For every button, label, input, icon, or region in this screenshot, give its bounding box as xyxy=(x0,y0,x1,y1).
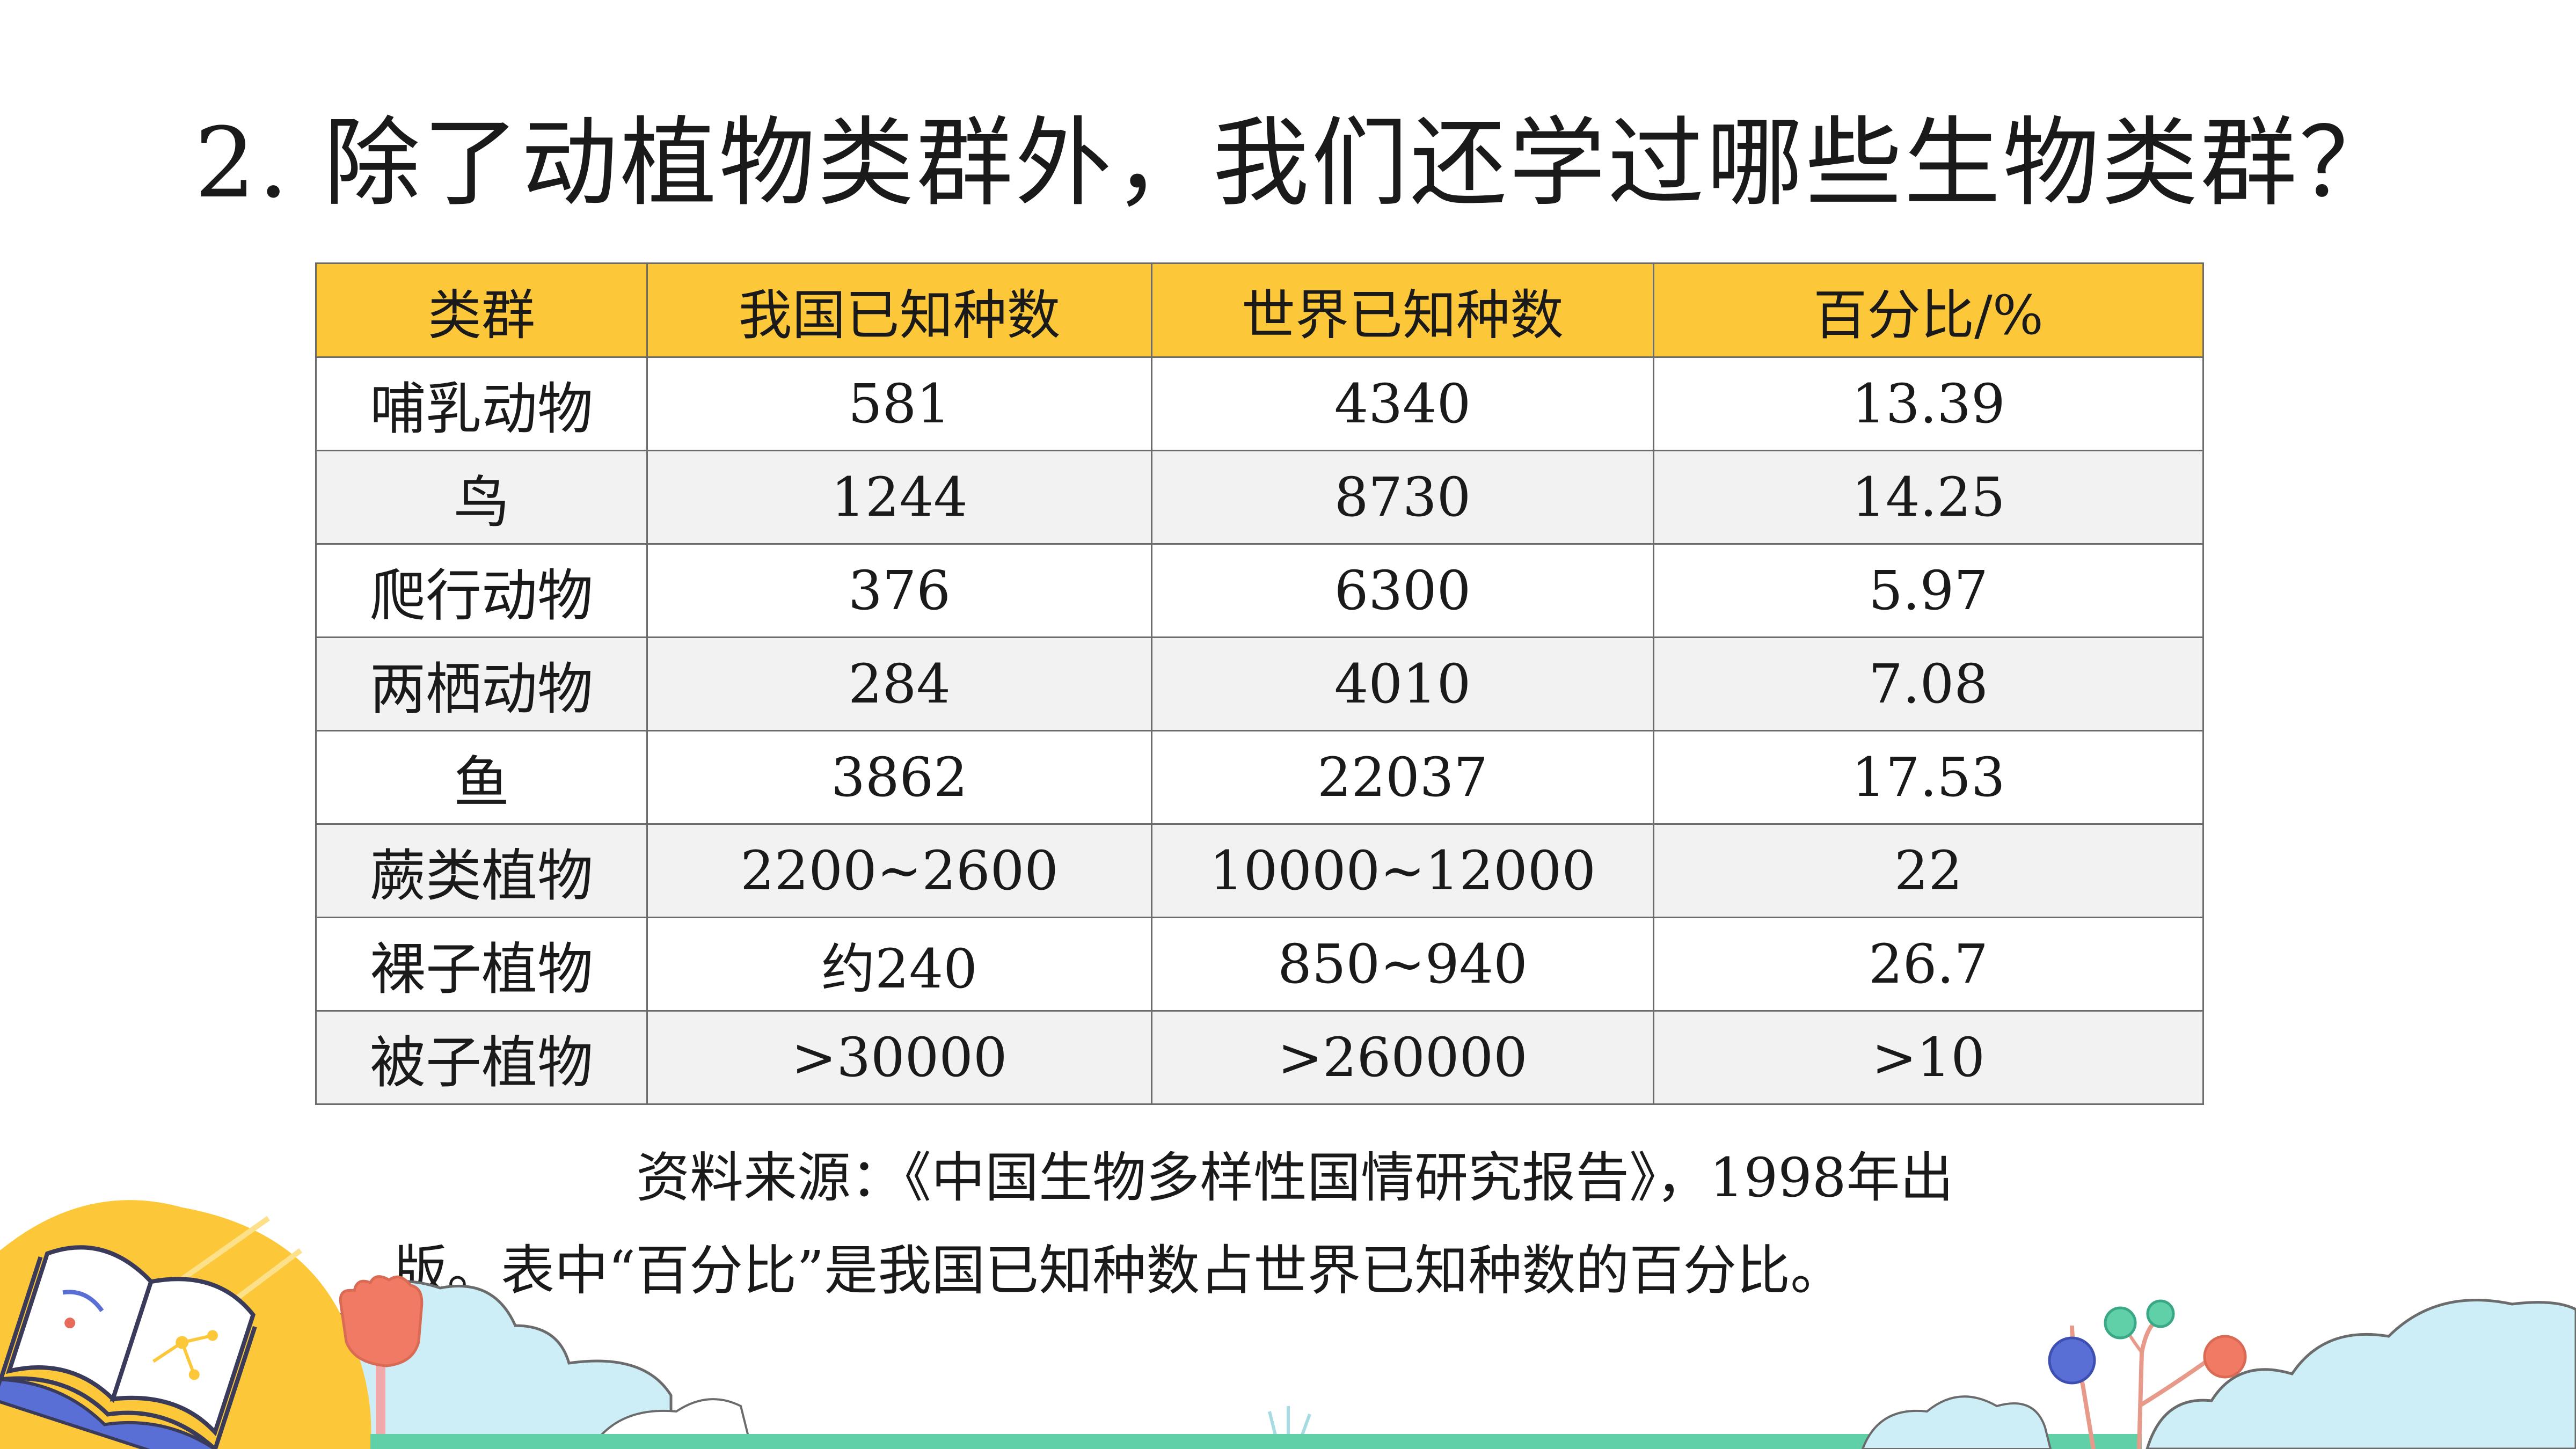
table-cell: >260000 xyxy=(1151,1010,1654,1105)
table-row: 被子植物 >30000 >260000 >10 xyxy=(315,1010,2204,1105)
table-body: 哺乳动物 581 4340 13.39 鸟 1244 8730 14.25 爬行… xyxy=(315,356,2204,1105)
table-cell: 5.97 xyxy=(1653,543,2204,638)
table-cell: 4340 xyxy=(1151,356,1654,451)
source-note-line-2: 版。表中“百分比”是我国已知种数占世界已知种数的百分比。 xyxy=(393,1239,1844,1302)
table-cell: 3862 xyxy=(646,730,1152,825)
table-cell: 2200~2600 xyxy=(646,823,1152,918)
table-cell: >10 xyxy=(1653,1010,2204,1105)
table-row: 两栖动物 284 4010 7.08 xyxy=(315,636,2204,731)
header-cell-world-count: 世界已知种数 xyxy=(1151,262,1654,358)
table-cell: 裸子植物 xyxy=(315,917,648,1012)
table-cell: 13.39 xyxy=(1653,356,2204,451)
table-row: 爬行动物 376 6300 5.97 xyxy=(315,543,2204,638)
table-cell: 850~940 xyxy=(1151,917,1654,1012)
table-cell: 两栖动物 xyxy=(315,636,648,731)
table-cell: 蕨类植物 xyxy=(315,823,648,918)
table-cell: 1244 xyxy=(646,450,1152,545)
header-cell-china-count: 我国已知种数 xyxy=(646,262,1152,358)
table-cell: >30000 xyxy=(646,1010,1152,1105)
table-cell: 14.25 xyxy=(1653,450,2204,545)
table-cell: 17.53 xyxy=(1653,730,2204,825)
table-cell: 哺乳动物 xyxy=(315,356,648,451)
table-cell: 被子植物 xyxy=(315,1010,648,1105)
ground-strip xyxy=(370,1434,2142,1449)
open-book-icon xyxy=(0,1245,257,1449)
table-cell: 284 xyxy=(646,636,1152,731)
table-cell: 爬行动物 xyxy=(315,543,648,638)
header-cell-percent: 百分比/% xyxy=(1653,262,2204,358)
table-cell: 26.7 xyxy=(1653,917,2204,1012)
table-cell: 8730 xyxy=(1151,450,1654,545)
cloud-icon xyxy=(1861,1299,2576,1449)
table-cell: 鸟 xyxy=(315,450,648,545)
table-cell: 鱼 xyxy=(315,730,648,825)
table-cell: 376 xyxy=(646,543,1152,638)
lollipop-tree-icon xyxy=(2048,1299,2247,1449)
table-cell: 22037 xyxy=(1151,730,1654,825)
table-row: 哺乳动物 581 4340 13.39 xyxy=(315,356,2204,451)
hand-icon xyxy=(339,1275,424,1449)
table-cell: 4010 xyxy=(1151,636,1654,731)
table-cell: 22 xyxy=(1653,823,2204,918)
table-cell: 581 xyxy=(646,356,1152,451)
question-title: 2. 除了动植物类群外，我们还学过哪些生物类群？ xyxy=(194,107,2398,219)
table-row: 蕨类植物 2200~2600 10000~12000 22 xyxy=(315,823,2204,918)
header-cell-group: 类群 xyxy=(315,262,648,358)
source-note-line-1: 资料来源：《中国生物多样性国情研究报告》，1998年出 xyxy=(636,1146,1954,1209)
table-row: 裸子植物 约240 850~940 26.7 xyxy=(315,917,2204,1012)
table-cell: 7.08 xyxy=(1653,636,2204,731)
table-cell: 6300 xyxy=(1151,543,1654,638)
table-cell: 约240 xyxy=(646,917,1152,1012)
table-row: 鸟 1244 8730 14.25 xyxy=(315,450,2204,545)
table-cell: 10000~12000 xyxy=(1151,823,1654,918)
table-header: 类群 我国已知种数 世界已知种数 百分比/% xyxy=(315,262,2204,358)
header-row: 类群 我国已知种数 世界已知种数 百分比/% xyxy=(315,262,2204,358)
species-table: 类群 我国已知种数 世界已知种数 百分比/% 哺乳动物 581 4340 13.… xyxy=(315,262,2204,1105)
table-row: 鱼 3862 22037 17.53 xyxy=(315,730,2204,825)
